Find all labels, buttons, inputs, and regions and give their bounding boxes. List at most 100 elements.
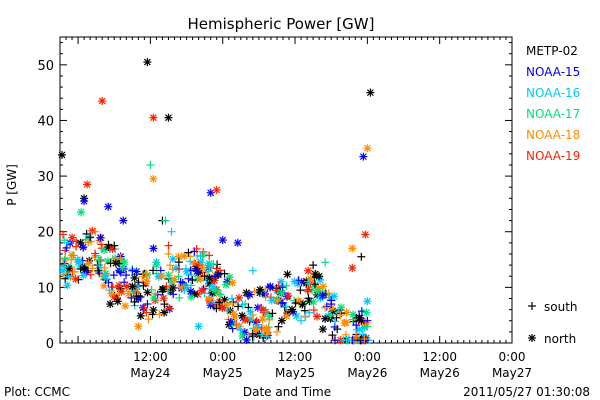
- north-marker: [118, 263, 127, 272]
- north-marker: [157, 271, 166, 280]
- north-marker: [349, 310, 358, 319]
- north-marker: [262, 324, 271, 333]
- north-marker: [361, 336, 370, 345]
- south-marker: [297, 316, 306, 325]
- north-marker: [187, 293, 196, 302]
- legend-entry: NOAA-19: [526, 149, 580, 163]
- south-marker: [128, 266, 137, 275]
- north-marker: [226, 318, 235, 327]
- south-marker: [148, 310, 157, 319]
- north-marker: [101, 272, 110, 281]
- north-marker: [149, 244, 158, 253]
- north-marker: [113, 297, 122, 306]
- south-marker: [86, 270, 95, 279]
- south-marker: [215, 298, 224, 307]
- north-marker: [197, 286, 206, 295]
- south-marker: [305, 308, 314, 317]
- south-marker: [143, 299, 152, 308]
- south-marker: [155, 310, 164, 319]
- south-marker: [63, 238, 72, 247]
- north-marker: [304, 285, 313, 294]
- south-marker: [188, 276, 197, 285]
- south-marker: [257, 303, 266, 312]
- x-axis-label: Date and Time: [243, 385, 331, 399]
- south-marker: [357, 252, 366, 261]
- north-marker: [327, 303, 336, 312]
- north-marker: [71, 275, 80, 284]
- south-marker: [220, 269, 229, 278]
- south-marker: [167, 227, 176, 236]
- north-marker: [342, 308, 351, 317]
- north-marker: [241, 315, 250, 324]
- south-marker: [331, 336, 340, 345]
- north-marker: [222, 280, 231, 289]
- south-marker: [324, 289, 333, 298]
- south-marker: [164, 241, 173, 250]
- south-marker: [69, 251, 78, 260]
- north-marker: [314, 287, 323, 296]
- south-marker: [174, 272, 183, 281]
- north-marker: [79, 271, 88, 280]
- north-marker: [288, 305, 297, 314]
- north-marker: [119, 216, 128, 225]
- south-marker: [194, 261, 203, 270]
- north-marker: [158, 285, 167, 294]
- legend-entry: METP-02: [526, 44, 578, 58]
- south-marker: [94, 266, 103, 275]
- north-marker: [193, 267, 202, 276]
- north-marker: [205, 261, 214, 270]
- south-marker: [348, 315, 357, 324]
- south-marker: [305, 279, 314, 288]
- north-marker: [77, 208, 86, 217]
- north-marker: [79, 243, 88, 252]
- north-marker: [98, 96, 107, 105]
- north-marker: [283, 270, 292, 279]
- north-marker: [168, 255, 177, 264]
- south-marker: [274, 322, 283, 331]
- north-marker: [284, 291, 293, 300]
- south-marker: [216, 290, 225, 299]
- north-marker: [315, 272, 324, 281]
- north-marker: [359, 152, 368, 161]
- north-marker: [58, 150, 67, 159]
- north-marker: [104, 202, 113, 211]
- south-marker: [320, 303, 329, 312]
- south-marker: [248, 266, 257, 275]
- south-marker: [176, 277, 185, 286]
- south-marker: [321, 258, 330, 267]
- south-marker: [291, 298, 300, 307]
- south-marker: [205, 251, 214, 260]
- legend-north-label: north: [544, 332, 576, 346]
- north-marker: [149, 293, 158, 302]
- y-tick-label: 30: [37, 170, 54, 185]
- south-marker: [187, 281, 196, 290]
- north-marker: [348, 244, 357, 253]
- north-marker: [309, 298, 318, 307]
- south-marker: [62, 243, 71, 252]
- north-marker: [143, 58, 152, 67]
- south-marker: [199, 250, 208, 259]
- legend: METP-02 NOAA-15 NOAA-16 NOAA-17 NOAA-18 NOAA-…: [526, 44, 580, 346]
- x-tick-date-label: May26: [347, 366, 387, 380]
- south-marker: [213, 270, 222, 279]
- north-marker: [68, 233, 77, 242]
- south-marker: [88, 264, 97, 273]
- south-marker: [250, 287, 259, 296]
- north-marker: [196, 274, 205, 283]
- north-marker: [169, 283, 178, 292]
- south-marker: [140, 303, 149, 312]
- north-marker: [128, 282, 137, 291]
- south-marker: [301, 312, 310, 321]
- x-tick-date-label: May26: [420, 366, 460, 380]
- north-marker: [363, 144, 372, 153]
- south-marker: [165, 304, 174, 313]
- legend-entry: NOAA-18: [526, 128, 580, 142]
- south-marker: [209, 260, 218, 269]
- south-marker: [84, 238, 93, 247]
- north-marker: [164, 113, 173, 122]
- y-tick-label: 40: [37, 114, 54, 129]
- north-marker: [318, 291, 327, 300]
- north-marker: [235, 322, 244, 331]
- south-marker: [91, 249, 100, 258]
- data-points: [58, 58, 536, 345]
